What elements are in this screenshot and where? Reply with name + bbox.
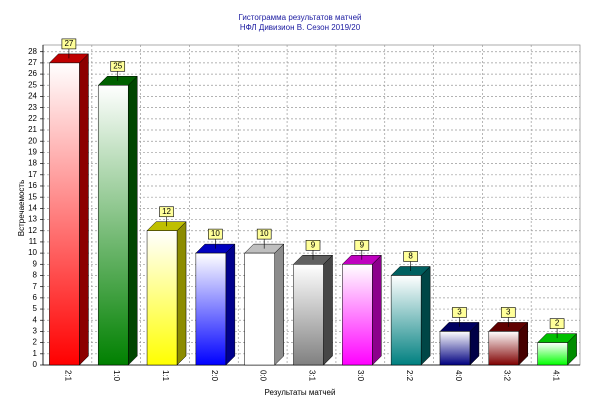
x-tick-label: 1:0 bbox=[112, 370, 121, 382]
bar-side bbox=[323, 254, 333, 366]
data-label: 3 bbox=[457, 308, 462, 317]
x-axis-label: Результаты матчей bbox=[265, 388, 336, 397]
y-tick-label: 14 bbox=[28, 203, 37, 212]
data-label: 10 bbox=[211, 229, 220, 238]
label-box bbox=[500, 307, 516, 318]
bar bbox=[293, 264, 324, 366]
bar bbox=[439, 331, 471, 366]
bar bbox=[244, 252, 275, 366]
y-tick-label: 18 bbox=[28, 159, 37, 168]
y-tick-label: 2 bbox=[33, 338, 38, 347]
chart-title: Гистограмма результатов матчей bbox=[238, 13, 361, 22]
label-box bbox=[159, 206, 174, 218]
y-tick-label: 0 bbox=[33, 360, 38, 369]
x-tick-label: 2:0 bbox=[210, 370, 219, 382]
bar-side bbox=[79, 53, 89, 366]
bar bbox=[342, 264, 373, 366]
y-tick-label: 5 bbox=[33, 304, 38, 313]
y-tick-label: 23 bbox=[28, 103, 37, 112]
x-tick-label: 4:0 bbox=[454, 370, 463, 382]
y-tick-label: 1 bbox=[33, 349, 38, 358]
y-tick-label: 25 bbox=[28, 80, 37, 89]
x-tick-label: 2:1 bbox=[63, 370, 72, 382]
y-tick-label: 13 bbox=[28, 215, 37, 224]
label-box bbox=[110, 60, 126, 72]
label-box bbox=[549, 318, 565, 329]
x-tick-label: 2:2 bbox=[405, 370, 414, 382]
label-box bbox=[208, 228, 223, 240]
data-label: 3 bbox=[506, 308, 511, 317]
y-tick-label: 26 bbox=[28, 69, 37, 78]
data-label: 2 bbox=[555, 319, 560, 328]
label-box bbox=[403, 251, 418, 262]
label-box bbox=[354, 240, 370, 251]
y-tick-label: 8 bbox=[33, 271, 38, 280]
y-tick-label: 17 bbox=[28, 170, 37, 179]
y-axis-label: Встречаемость bbox=[17, 180, 26, 236]
x-tick-label: 3:2 bbox=[503, 370, 512, 382]
y-tick-label: 10 bbox=[28, 248, 37, 257]
label-box bbox=[305, 240, 321, 251]
x-tick-label: 3:1 bbox=[307, 370, 316, 382]
bar bbox=[97, 85, 129, 366]
y-tick-label: 6 bbox=[33, 293, 38, 302]
y-tick-label: 16 bbox=[28, 181, 37, 190]
x-tick-label: 1:1 bbox=[161, 370, 170, 382]
chart-subtitle: НФЛ Дивизион В. Сезон 2019/20 bbox=[240, 23, 361, 32]
label-box bbox=[61, 38, 77, 50]
data-label: 9 bbox=[360, 240, 365, 249]
y-tick-label: 22 bbox=[28, 114, 37, 123]
y-tick-label: 21 bbox=[28, 125, 37, 134]
x-tick-label: 3:0 bbox=[356, 370, 365, 382]
y-tick-label: 15 bbox=[28, 192, 37, 201]
bar bbox=[195, 252, 227, 366]
x-tick-label: 4:1 bbox=[551, 370, 560, 382]
bar bbox=[488, 331, 520, 366]
y-tick-label: 19 bbox=[28, 148, 37, 157]
y-tick-label: 12 bbox=[28, 226, 37, 235]
y-tick-label: 11 bbox=[29, 237, 38, 246]
label-box bbox=[452, 307, 467, 318]
y-tick-label: 7 bbox=[33, 282, 38, 291]
bar-side bbox=[372, 254, 382, 366]
y-tick-label: 9 bbox=[33, 259, 38, 268]
bar bbox=[146, 230, 178, 366]
y-tick-label: 3 bbox=[33, 327, 38, 336]
bar bbox=[390, 275, 422, 366]
bar-side bbox=[225, 243, 236, 366]
bar-side bbox=[176, 221, 187, 366]
data-label: 9 bbox=[311, 240, 316, 249]
data-label: 10 bbox=[260, 229, 269, 238]
data-label: 25 bbox=[113, 61, 122, 70]
y-tick-label: 4 bbox=[33, 315, 38, 324]
y-tick-label: 20 bbox=[28, 136, 37, 145]
bar-side bbox=[274, 243, 284, 366]
x-tick-label: 0:0 bbox=[259, 370, 268, 382]
y-tick-label: 27 bbox=[28, 58, 37, 67]
data-label: 8 bbox=[408, 252, 413, 261]
y-tick-label: 28 bbox=[28, 47, 37, 56]
bar bbox=[49, 62, 80, 366]
bar-side bbox=[420, 265, 431, 366]
data-label: 12 bbox=[162, 207, 171, 216]
data-label: 27 bbox=[64, 39, 73, 48]
label-box bbox=[256, 228, 272, 240]
y-tick-label: 24 bbox=[28, 92, 37, 101]
bar bbox=[537, 342, 568, 366]
bar-side bbox=[127, 75, 138, 366]
